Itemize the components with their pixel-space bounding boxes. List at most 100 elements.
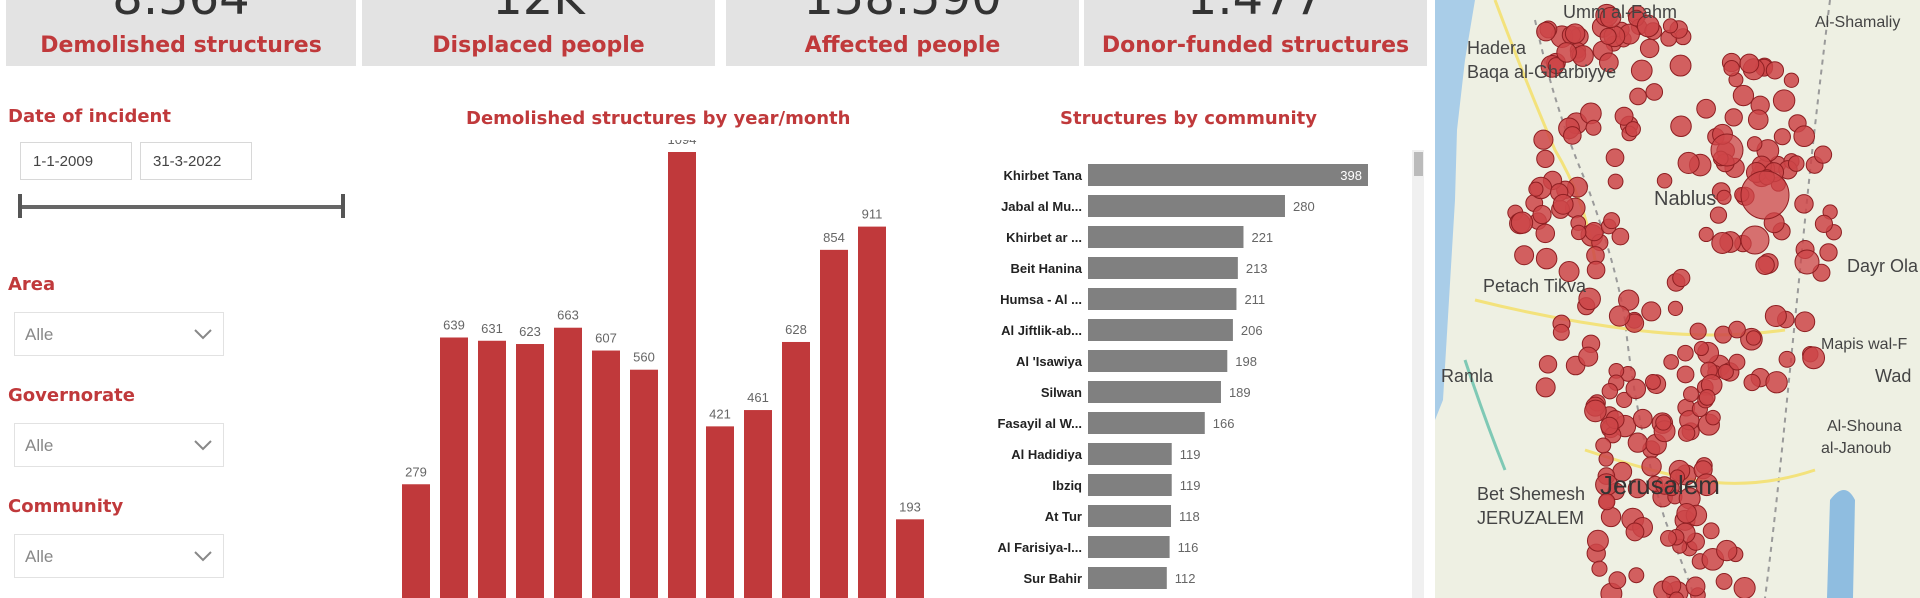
incident-marker[interactable] xyxy=(1670,115,1692,137)
incident-marker[interactable] xyxy=(1669,54,1692,77)
incident-marker[interactable] xyxy=(1739,53,1760,74)
incident-marker[interactable] xyxy=(1605,148,1625,168)
incident-marker[interactable] xyxy=(1733,576,1756,598)
bar[interactable] xyxy=(554,327,582,598)
community-chart-scrollbar[interactable] xyxy=(1412,150,1424,598)
date-from-input[interactable]: 1-1-2009 xyxy=(20,142,132,180)
hbar[interactable] xyxy=(1088,319,1233,341)
incident-marker[interactable] xyxy=(1793,125,1816,148)
incident-marker[interactable] xyxy=(1655,476,1674,495)
date-slider-end-handle[interactable] xyxy=(341,194,345,218)
incident-marker[interactable] xyxy=(1802,346,1826,370)
incident-marker[interactable] xyxy=(1585,119,1602,136)
incident-marker[interactable] xyxy=(1599,52,1619,73)
hbar[interactable] xyxy=(1088,257,1238,279)
incident-marker[interactable] xyxy=(1702,522,1720,540)
incident-marker[interactable] xyxy=(1538,355,1558,374)
community-dropdown[interactable]: Alle xyxy=(14,534,224,578)
incident-marker[interactable] xyxy=(1629,87,1647,106)
incident-marker[interactable] xyxy=(1645,83,1664,101)
incident-marker[interactable] xyxy=(1627,432,1648,453)
incident-marker[interactable] xyxy=(1578,287,1601,311)
incident-marker[interactable] xyxy=(1716,539,1738,562)
incident-marker[interactable] xyxy=(1632,408,1653,429)
incident-marker[interactable] xyxy=(1584,222,1604,242)
incident-marker[interactable] xyxy=(1535,247,1558,270)
incident-marker[interactable] xyxy=(1600,416,1619,436)
incident-marker[interactable] xyxy=(1601,382,1619,400)
incident-marker[interactable] xyxy=(1536,21,1556,42)
incident-marker[interactable] xyxy=(1676,503,1697,524)
incident-marker[interactable] xyxy=(1514,245,1535,266)
incident-marker[interactable] xyxy=(1595,437,1612,454)
incident-marker[interactable] xyxy=(1814,214,1834,233)
bar[interactable] xyxy=(820,249,848,598)
incident-marker[interactable] xyxy=(1636,14,1660,38)
incident-marker[interactable] xyxy=(1641,456,1662,477)
incident-marker[interactable] xyxy=(1705,409,1721,426)
bar[interactable] xyxy=(478,340,506,598)
incident-marker[interactable] xyxy=(1755,255,1775,275)
incident-marker[interactable] xyxy=(1765,61,1785,80)
incident-marker[interactable] xyxy=(1618,289,1640,311)
incident-marker[interactable] xyxy=(1656,173,1673,189)
incident-marker[interactable] xyxy=(1715,572,1733,590)
incident-marker[interactable] xyxy=(1819,243,1838,262)
date-to-input[interactable]: 31-3-2022 xyxy=(140,142,252,180)
incident-marker[interactable] xyxy=(1608,571,1627,590)
incident-marker[interactable] xyxy=(1717,363,1734,381)
incident-marker[interactable] xyxy=(1599,6,1622,29)
incident-marker[interactable] xyxy=(1586,260,1606,280)
hbar[interactable] xyxy=(1088,474,1172,496)
bar[interactable] xyxy=(402,484,430,598)
incident-marker[interactable] xyxy=(1662,18,1679,34)
map[interactable]: Umm al-Fahm Hadera Baqa al-Gharbiyye Nab… xyxy=(1435,0,1920,598)
incident-marker[interactable] xyxy=(1663,354,1679,370)
hbar[interactable] xyxy=(1088,288,1237,310)
hbar[interactable] xyxy=(1088,412,1205,434)
incident-marker[interactable] xyxy=(1747,109,1769,131)
incident-marker[interactable] xyxy=(1630,59,1653,82)
incident-marker[interactable] xyxy=(1693,340,1709,357)
incident-marker[interactable] xyxy=(1716,189,1732,205)
incident-marker[interactable] xyxy=(1603,212,1621,230)
bar[interactable] xyxy=(896,519,924,598)
incident-marker[interactable] xyxy=(1627,478,1648,499)
date-range-slider[interactable] xyxy=(20,205,345,209)
incident-marker[interactable] xyxy=(1783,72,1800,88)
incident-marker[interactable] xyxy=(1641,301,1662,322)
incident-marker[interactable] xyxy=(1528,181,1544,197)
incident-marker[interactable] xyxy=(1772,89,1796,112)
incident-marker[interactable] xyxy=(1532,204,1552,225)
date-slider-start-handle[interactable] xyxy=(18,194,22,218)
bar[interactable] xyxy=(630,369,658,598)
incident-marker[interactable] xyxy=(1732,84,1755,107)
hbar[interactable] xyxy=(1088,195,1285,217)
bar[interactable] xyxy=(706,426,734,598)
bar[interactable] xyxy=(858,226,886,598)
incident-marker[interactable] xyxy=(1698,226,1714,243)
incident-marker[interactable] xyxy=(1625,378,1647,400)
bar[interactable] xyxy=(440,337,468,598)
incident-marker[interactable] xyxy=(1510,211,1534,234)
incident-marker[interactable] xyxy=(1677,344,1694,362)
hbar[interactable] xyxy=(1088,164,1368,186)
incident-marker[interactable] xyxy=(1607,173,1624,190)
incident-marker[interactable] xyxy=(1533,129,1554,150)
incident-marker[interactable] xyxy=(1552,323,1570,341)
incident-marker[interactable] xyxy=(1586,529,1609,552)
incident-marker[interactable] xyxy=(1547,57,1565,75)
incident-marker[interactable] xyxy=(1563,126,1582,145)
incident-marker[interactable] xyxy=(1535,223,1556,244)
incident-marker[interactable] xyxy=(1778,350,1796,368)
incident-marker[interactable] xyxy=(1556,42,1577,63)
incident-marker[interactable] xyxy=(1746,136,1763,152)
incident-marker[interactable] xyxy=(1743,373,1761,392)
incident-marker[interactable] xyxy=(1773,128,1791,146)
incident-marker[interactable] xyxy=(1695,473,1719,497)
incident-marker[interactable] xyxy=(1794,194,1814,214)
incident-marker[interactable] xyxy=(1639,38,1660,59)
incident-marker[interactable] xyxy=(1669,591,1684,598)
incident-marker[interactable] xyxy=(1614,106,1634,126)
incident-marker[interactable] xyxy=(1765,371,1788,394)
